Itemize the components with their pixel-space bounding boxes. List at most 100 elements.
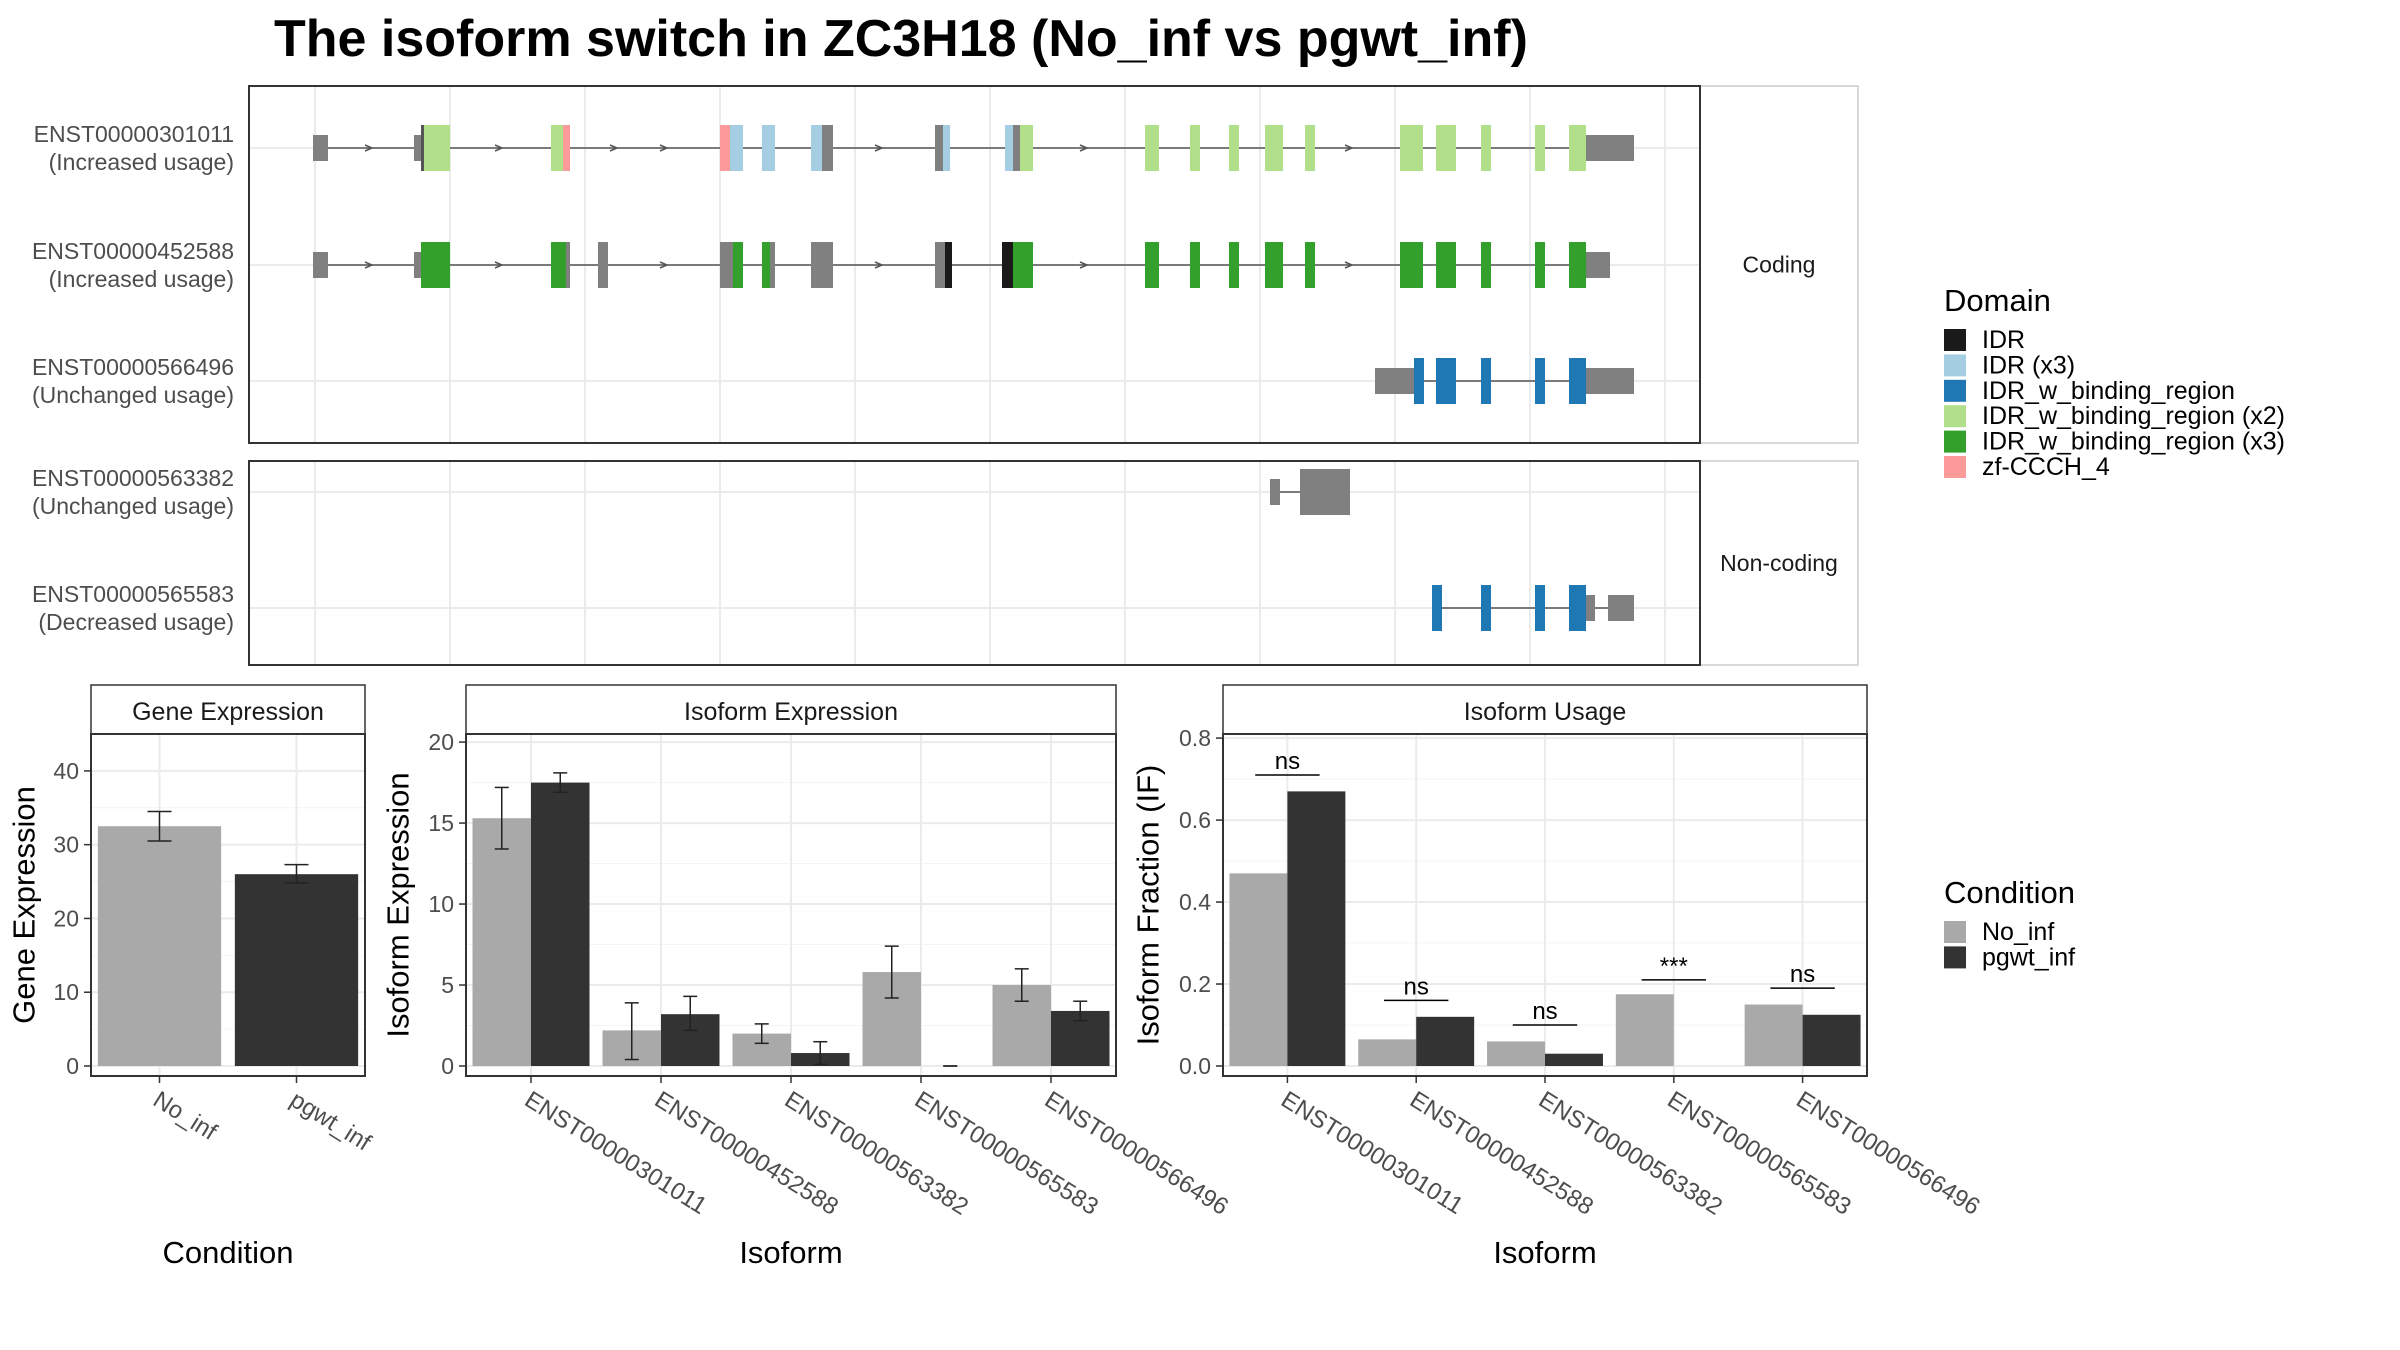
exon <box>822 125 833 171</box>
facet-panel-background <box>249 461 1700 665</box>
isoform-usage-label: (Unchanged usage) <box>32 382 234 408</box>
error-bar <box>1014 968 1029 1002</box>
y-tick-label: 30 <box>53 832 79 858</box>
exon <box>1005 125 1013 171</box>
legend-label: IDR_w_binding_region (x2) <box>1982 402 2285 430</box>
legend-key <box>1944 329 1966 351</box>
error-bar <box>553 772 568 794</box>
chart-frame <box>1222 733 1868 1077</box>
exon <box>1190 125 1200 171</box>
exon <box>1481 585 1491 631</box>
legend-title: Domain <box>1944 283 2051 318</box>
chart-strip <box>1222 684 1868 735</box>
bar <box>1229 873 1288 1066</box>
exon <box>1013 125 1020 171</box>
exon <box>1586 135 1634 161</box>
error-bar <box>813 1040 828 1066</box>
isoform-row: ENST00000301011(Increased usage) <box>34 121 1634 175</box>
strand-arrow <box>874 261 884 269</box>
exon <box>945 242 952 288</box>
strand-arrow <box>609 144 619 152</box>
exon <box>414 252 421 278</box>
exon <box>1569 585 1586 631</box>
error-bar <box>1073 1000 1088 1022</box>
y-tick-label: 0 <box>441 1053 454 1079</box>
exon <box>1535 585 1545 631</box>
exon <box>1265 125 1283 171</box>
exon <box>1569 242 1586 288</box>
exon <box>1002 242 1013 288</box>
isoform-row: ENST00000452588(Increased usage) <box>32 238 1610 292</box>
strand-arrow <box>364 261 374 269</box>
exon <box>1229 125 1239 171</box>
exon <box>811 242 833 288</box>
exon <box>421 125 424 171</box>
legend-label: IDR (x3) <box>1982 351 2075 379</box>
y-axis-title: Gene Expression <box>7 786 42 1024</box>
isoform-usage-label: (Increased usage) <box>49 149 234 175</box>
legend-key <box>1944 430 1966 453</box>
facet-strip <box>1699 460 1859 666</box>
significance-label: ns <box>1532 998 1557 1025</box>
error-bar <box>494 786 509 850</box>
bar <box>1416 1016 1475 1066</box>
chart-title: Isoform Expression <box>684 698 898 726</box>
strand-arrow <box>659 144 669 152</box>
exon <box>762 125 775 171</box>
chart-title: Gene Expression <box>132 698 324 726</box>
exon <box>1400 125 1423 171</box>
exon <box>598 242 608 288</box>
facet-panel-border <box>248 460 1701 666</box>
exon <box>770 242 775 288</box>
y-tick-label: 0.8 <box>1179 725 1211 751</box>
exon <box>1608 595 1634 621</box>
exon <box>943 125 950 171</box>
strand-arrow <box>1344 261 1354 269</box>
bar <box>97 826 222 1066</box>
exon <box>424 125 450 171</box>
x-axis-title: Isoform <box>739 1235 842 1270</box>
exon <box>935 125 943 171</box>
error-bar <box>884 945 899 999</box>
error-bar <box>683 995 698 1032</box>
exon <box>1020 125 1033 171</box>
exon <box>1013 242 1020 288</box>
exon <box>730 125 743 171</box>
y-tick-label: 10 <box>53 979 79 1005</box>
exon <box>935 242 945 288</box>
isoform-row: ENST00000565583(Decreased usage) <box>32 581 1634 635</box>
error-bar <box>624 1002 639 1061</box>
exon <box>563 125 570 171</box>
legend-key <box>1944 405 1966 428</box>
isoform-id-label: ENST00000565583 <box>32 581 234 607</box>
exon <box>313 252 328 278</box>
exon <box>1535 242 1545 288</box>
exon <box>720 125 730 171</box>
error-bar <box>754 1023 769 1045</box>
exon <box>313 135 328 161</box>
significance-label: ns <box>1404 973 1429 1000</box>
exon <box>1305 125 1315 171</box>
isoform-id-label: ENST00000563382 <box>32 465 234 491</box>
exon <box>1145 242 1159 288</box>
exon <box>811 125 824 171</box>
y-tick-label: 5 <box>441 972 454 998</box>
bar <box>1487 1041 1545 1066</box>
exon <box>1432 585 1442 631</box>
significance-label: ns <box>1275 748 1300 775</box>
isoform-usage-label: (Decreased usage) <box>38 609 234 635</box>
y-tick-label: 0.2 <box>1179 971 1211 997</box>
strand-arrow <box>659 261 669 269</box>
legend-key <box>1944 946 1966 969</box>
bar <box>1802 1014 1861 1066</box>
strand-arrow <box>494 261 504 269</box>
chart-title: Isoform Usage <box>1464 698 1627 726</box>
y-tick-label: 10 <box>428 891 454 917</box>
exon <box>1569 125 1586 171</box>
